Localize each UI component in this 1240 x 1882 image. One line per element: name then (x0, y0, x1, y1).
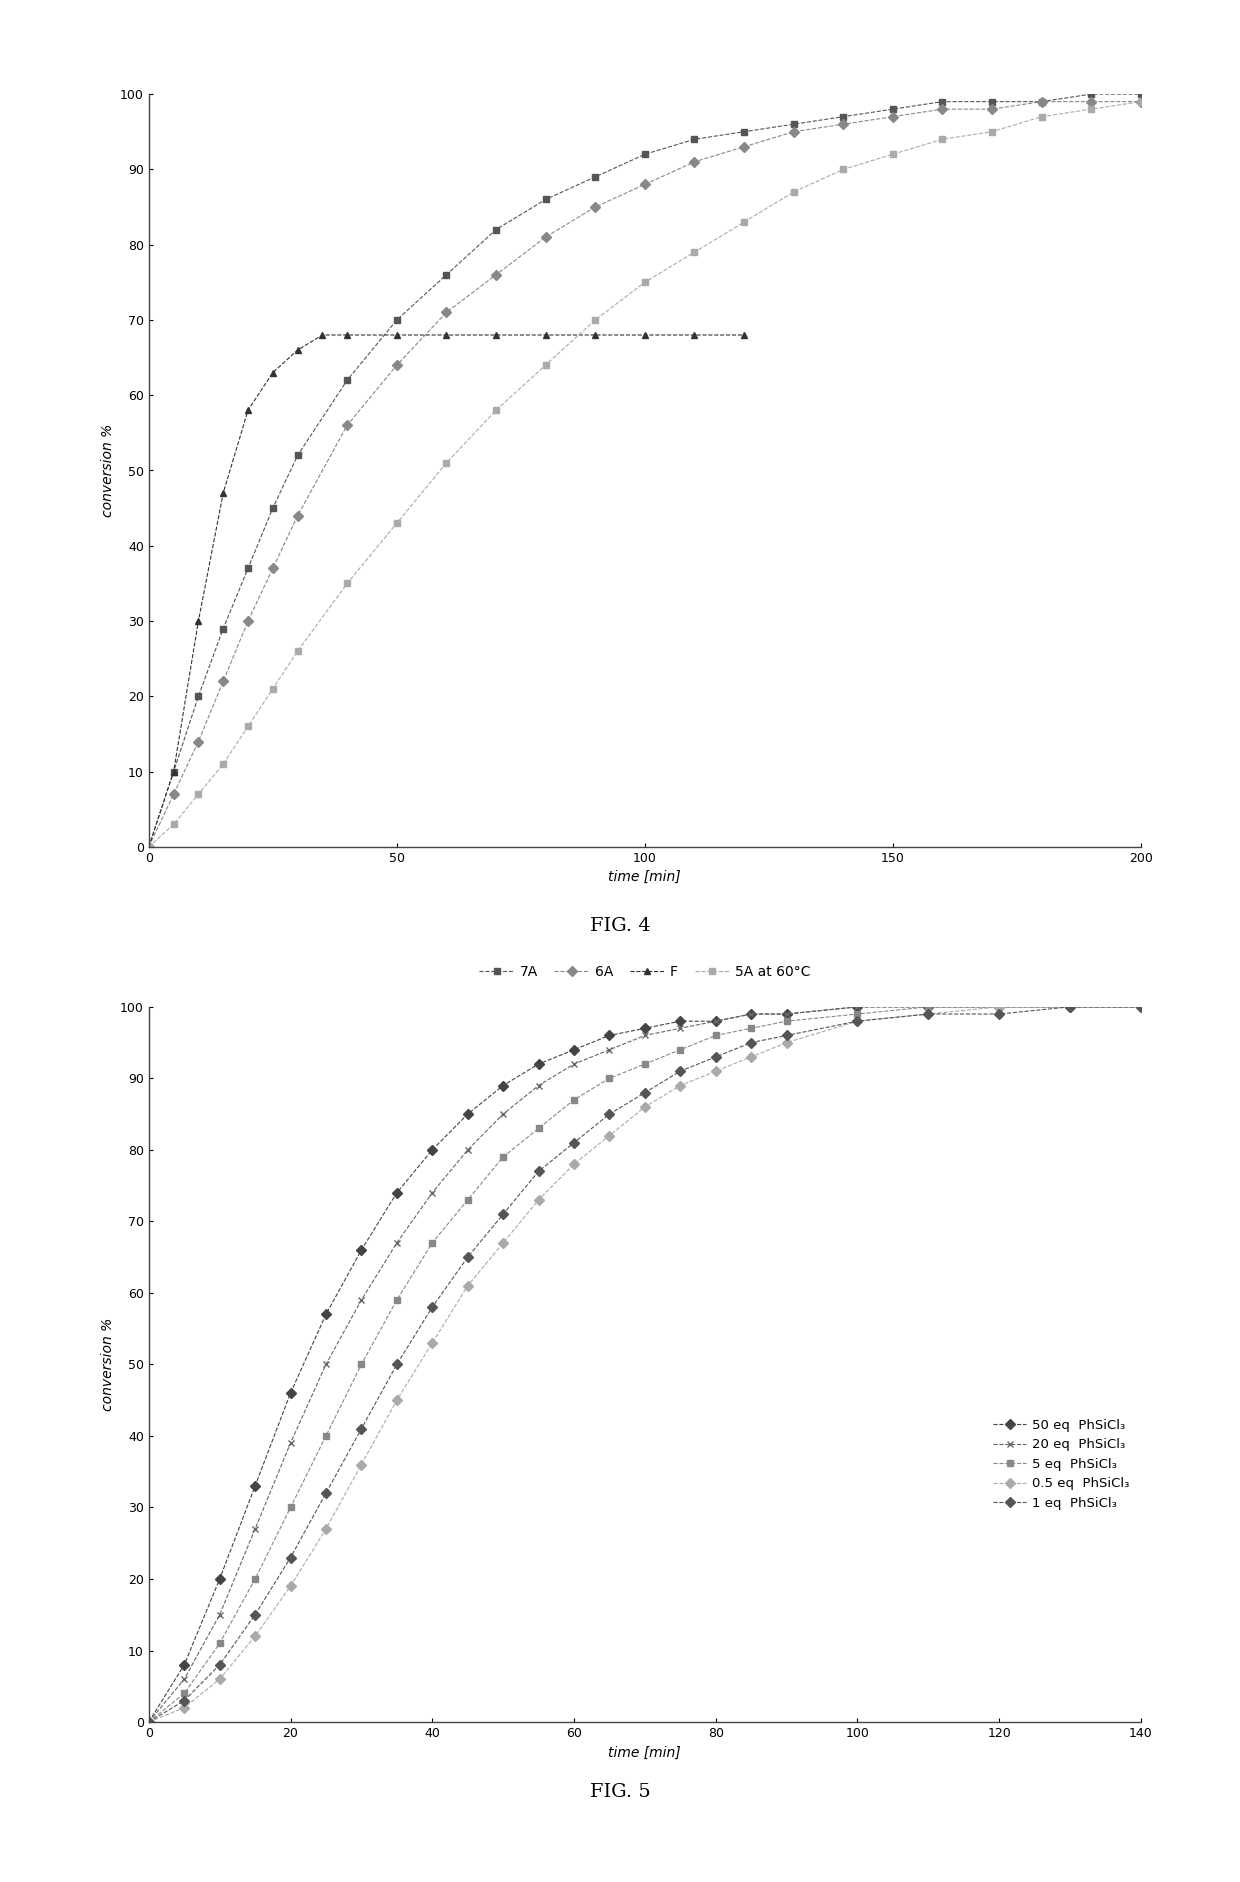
Text: FIG. 5: FIG. 5 (590, 1782, 650, 1801)
X-axis label: time [min]: time [min] (609, 1745, 681, 1760)
Y-axis label: conversion %: conversion % (100, 1317, 114, 1412)
Y-axis label: conversion %: conversion % (100, 423, 114, 518)
X-axis label: time [min]: time [min] (609, 869, 681, 885)
Legend: 7A, 6A, F, 5A at 60°C: 7A, 6A, F, 5A at 60°C (474, 960, 816, 984)
Legend: 50 eq  PhSiCl₃, 20 eq  PhSiCl₃, 5 eq  PhSiCl₃, 0.5 eq  PhSiCl₃, 1 eq  PhSiCl₃: 50 eq PhSiCl₃, 20 eq PhSiCl₃, 5 eq PhSiC… (988, 1413, 1135, 1515)
Text: FIG. 4: FIG. 4 (590, 917, 650, 935)
